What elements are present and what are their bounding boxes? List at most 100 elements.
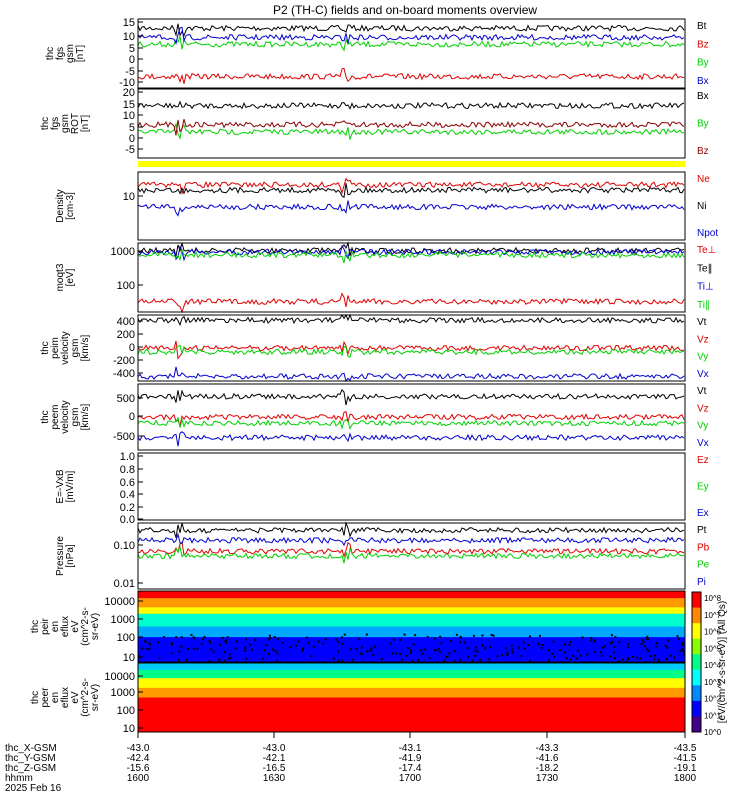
series-bx	[137, 26, 685, 46]
legend-ti: Ti⊥	[697, 282, 714, 293]
y-tick-label: 0	[129, 342, 135, 354]
spectrogram-noise	[307, 641, 310, 644]
y-axis-label: [nT]	[80, 115, 91, 132]
spectrogram-noise	[645, 637, 648, 640]
colorbar-segment	[692, 669, 701, 686]
spectrogram-noise	[603, 645, 606, 648]
spectrogram-noise	[370, 647, 373, 650]
x-tick-value: 1800	[674, 773, 697, 784]
panel-frame	[137, 242, 686, 313]
y-tick-label: 0	[129, 133, 135, 145]
series-pe	[137, 544, 685, 564]
spectrogram-noise	[420, 649, 423, 652]
y-axis-label: peem	[50, 404, 61, 429]
spectrogram-noise	[520, 655, 523, 658]
y-axis-label: moqt3	[55, 263, 66, 291]
legend-ne: Ne	[697, 174, 710, 185]
series-pb	[137, 541, 685, 558]
spectrogram-noise	[600, 651, 603, 654]
spectrogram-noise	[528, 635, 531, 638]
spectrogram-noise	[563, 651, 566, 654]
figure-title: P2 (TH-C) fields and on-board moments ov…	[273, 3, 537, 17]
spectrogram-noise	[366, 650, 369, 653]
spectrogram-noise	[223, 650, 226, 653]
spectrogram-noise	[517, 646, 520, 649]
x-tick-value: 1700	[399, 773, 422, 784]
spectrogram-noise	[572, 654, 575, 657]
spectrogram-noise	[474, 654, 477, 657]
spectrogram-noise	[600, 654, 603, 657]
legend-npot: Npot	[697, 228, 718, 239]
spectrogram-band	[138, 607, 685, 615]
spectrogram-noise	[268, 653, 271, 656]
spectrogram-noise	[349, 648, 352, 651]
spectrogram-noise	[679, 649, 682, 652]
spectrogram-noise	[614, 636, 617, 639]
spectrogram-noise	[590, 637, 593, 640]
spectrogram-noise	[613, 645, 616, 648]
spectrogram-noise	[332, 657, 335, 660]
spectrogram-noise	[579, 654, 582, 657]
spectrogram-band	[138, 669, 685, 679]
spectrogram-noise	[472, 634, 475, 637]
spectrogram-band	[138, 598, 685, 608]
spectrogram-noise	[341, 642, 344, 645]
spectrogram-noise	[523, 647, 526, 650]
spectrogram-noise	[394, 652, 397, 655]
y-axis-label: thc	[45, 47, 56, 60]
spectrogram-noise	[244, 649, 247, 652]
x-tick-value: -18.2	[536, 763, 559, 774]
spectrogram-noise	[190, 634, 193, 637]
spectrogram-noise	[643, 645, 646, 648]
spectrogram-noise	[226, 636, 229, 639]
spectrogram-noise	[646, 638, 649, 641]
y-tick-label: -500	[113, 431, 135, 443]
spectrogram-noise	[244, 638, 247, 641]
spectrogram-noise	[438, 650, 441, 653]
x-tick-value: -41.9	[399, 753, 422, 764]
spectrogram-noise	[639, 657, 642, 660]
spectrogram-noise	[657, 659, 660, 662]
x-tick-value: -43.0	[263, 743, 286, 754]
colorbar-segment	[692, 654, 701, 671]
series-pi	[137, 532, 685, 547]
spectrogram-noise	[407, 647, 410, 650]
series-vt	[137, 313, 685, 327]
colorbar-segment	[692, 685, 701, 702]
spectrogram-noise	[157, 641, 160, 644]
panel-peer_spectrogram: 10000 1000 100 10 thc peer en eflux eV (cm^2-s-sr…	[30, 662, 686, 735]
y-tick-label: 100	[117, 280, 135, 292]
colorbar-segment	[692, 607, 701, 624]
spectrogram-noise	[676, 635, 679, 638]
spectrogram-noise	[178, 650, 181, 653]
spectrogram-noise	[439, 635, 442, 638]
y-axis-label: fgs	[55, 47, 66, 60]
y-axis-label: peir	[40, 617, 51, 634]
spectrogram-noise	[360, 653, 363, 656]
spectrogram-noise	[565, 656, 568, 659]
y-tick-label: 500	[117, 393, 135, 405]
spectrogram-band	[138, 626, 685, 638]
legend-vy: Vy	[697, 421, 708, 432]
y-tick-label: 0.8	[120, 464, 135, 476]
spectrogram-noise	[302, 647, 305, 650]
spectrogram-noise	[677, 637, 680, 640]
y-axis-label: [nPa]	[65, 544, 76, 568]
spectrogram-noise	[265, 644, 268, 647]
spectrogram-noise	[343, 633, 346, 636]
spectrogram-noise	[276, 637, 279, 640]
legend-ex: Ex	[697, 508, 709, 519]
spectrogram-noise	[446, 655, 449, 658]
spectrogram-noise	[627, 642, 630, 645]
spectrogram-noise	[200, 642, 203, 645]
y-tick-label: 0.4	[120, 489, 135, 501]
spectrogram-noise	[421, 652, 424, 655]
series-vx	[137, 431, 685, 447]
spectrogram-noise	[569, 641, 572, 644]
legend-by: By	[697, 119, 709, 130]
spectrogram-band	[138, 697, 685, 733]
